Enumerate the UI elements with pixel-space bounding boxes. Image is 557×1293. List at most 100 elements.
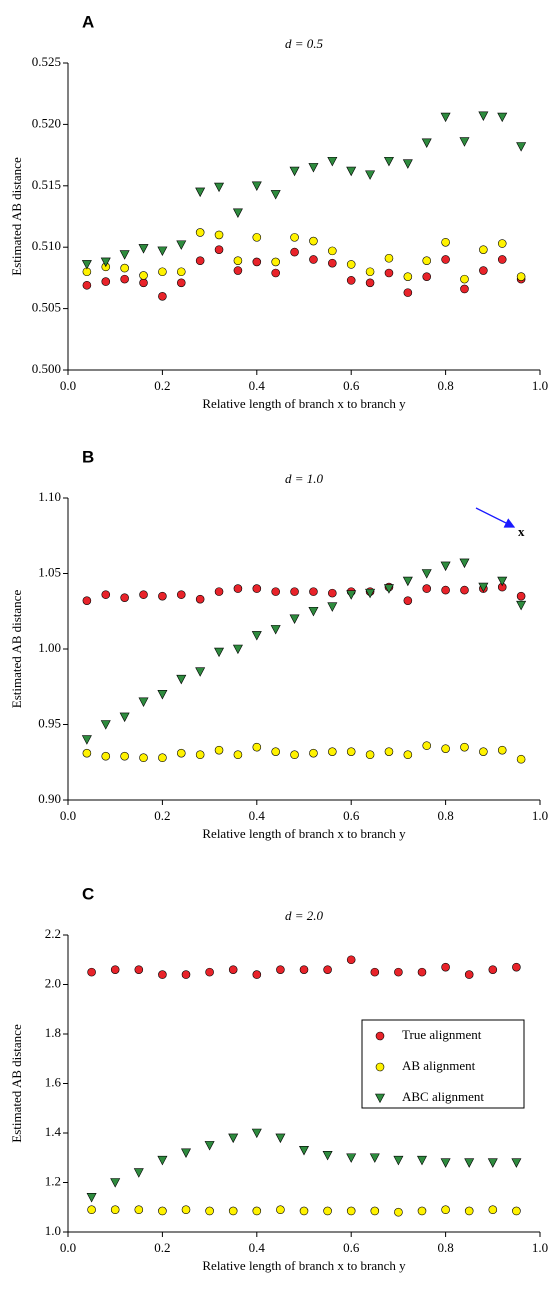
- point: [422, 272, 432, 281]
- point: [460, 585, 469, 595]
- point: [403, 272, 413, 281]
- point: [139, 271, 148, 280]
- point: [204, 1141, 215, 1151]
- point: [134, 1205, 144, 1215]
- y-tick-label: 1.4: [45, 1124, 62, 1139]
- point: [516, 272, 526, 281]
- point: [346, 590, 357, 600]
- point: [228, 965, 238, 974]
- point: [252, 233, 262, 242]
- point: [323, 965, 332, 974]
- y-tick-label: 0.95: [38, 715, 61, 730]
- point: [328, 246, 337, 256]
- point: [275, 1133, 286, 1144]
- point: [276, 965, 285, 974]
- legend-label: True alignment: [402, 1027, 482, 1042]
- point: [497, 255, 507, 264]
- point: [512, 962, 521, 972]
- panel-label: C: [82, 884, 94, 903]
- chart-title: d = 2.0: [285, 908, 324, 923]
- x-tick-label: 0.0: [60, 1240, 76, 1255]
- point: [232, 208, 243, 218]
- point: [110, 1205, 120, 1215]
- point: [181, 970, 191, 979]
- y-tick-label: 1.2: [45, 1173, 61, 1188]
- x-tick-label: 1.0: [532, 1240, 548, 1255]
- x-axis-label: Relative length of branch x to branch y: [202, 826, 406, 841]
- point: [176, 278, 186, 288]
- point: [251, 631, 262, 641]
- point: [81, 260, 92, 270]
- point: [157, 246, 168, 257]
- point: [370, 967, 380, 977]
- point: [158, 591, 167, 601]
- y-tick-label: 0.505: [32, 300, 61, 315]
- point: [309, 587, 318, 596]
- x-tick-label: 0.4: [249, 1240, 266, 1255]
- point: [214, 245, 224, 254]
- point: [403, 750, 413, 760]
- point: [460, 274, 469, 284]
- point: [299, 965, 309, 974]
- point: [346, 955, 356, 965]
- point: [440, 1158, 451, 1168]
- point: [393, 1155, 404, 1166]
- x-tick-label: 0.0: [60, 808, 76, 823]
- point: [346, 166, 357, 177]
- point: [403, 288, 413, 297]
- point: [271, 268, 280, 278]
- point: [214, 230, 224, 240]
- point: [158, 292, 167, 301]
- point: [251, 1128, 262, 1139]
- point: [441, 744, 450, 753]
- point: [299, 1146, 309, 1156]
- point: [228, 1206, 238, 1216]
- point: [422, 584, 432, 593]
- point: [195, 256, 205, 266]
- point: [441, 962, 450, 972]
- point: [346, 1206, 356, 1216]
- point: [459, 558, 470, 569]
- point: [120, 263, 129, 273]
- point: [195, 667, 206, 677]
- point: [228, 1133, 239, 1144]
- point: [327, 602, 338, 612]
- point: [479, 266, 488, 275]
- point: [478, 582, 489, 593]
- point: [308, 163, 319, 173]
- point: [110, 1178, 121, 1188]
- point: [289, 166, 300, 177]
- point: [322, 1150, 333, 1161]
- point: [214, 745, 224, 755]
- point: [479, 245, 488, 254]
- x-tick-label: 0.0: [60, 378, 76, 393]
- point: [176, 267, 186, 277]
- point: [441, 255, 450, 264]
- point: [290, 247, 299, 257]
- point: [100, 257, 111, 268]
- legend-box: [361, 1019, 525, 1109]
- chart-title: d = 0.5: [285, 36, 324, 51]
- point: [81, 735, 92, 745]
- point: [232, 644, 243, 655]
- point: [120, 751, 129, 761]
- point: [417, 967, 427, 977]
- x-axis-label: Relative length of branch x to branch y: [202, 1258, 406, 1273]
- point: [82, 748, 92, 758]
- point: [233, 266, 243, 275]
- point: [440, 561, 451, 572]
- point: [308, 606, 319, 617]
- point: [394, 1207, 403, 1217]
- point: [271, 587, 280, 596]
- point: [365, 588, 376, 599]
- point: [252, 1206, 262, 1216]
- point: [252, 257, 262, 267]
- point: [422, 741, 432, 750]
- panel-label: A: [82, 12, 94, 31]
- point: [214, 587, 224, 596]
- point: [459, 137, 470, 147]
- y-tick-label: 1.8: [45, 1025, 61, 1040]
- point: [365, 170, 376, 180]
- y-tick-label: 2.0: [45, 975, 61, 990]
- point: [365, 750, 375, 760]
